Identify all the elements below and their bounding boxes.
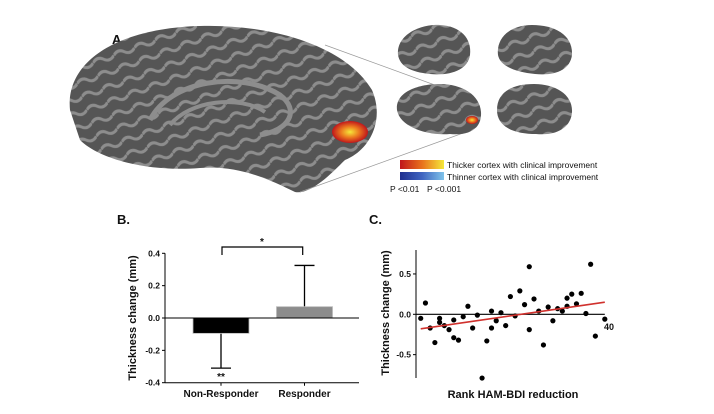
x-tick-label: 40 (604, 322, 614, 332)
data-point (451, 335, 457, 341)
y-tick-label: -0.2 (145, 345, 160, 355)
data-point (602, 316, 608, 322)
legend-p-high: P <0.001 (427, 184, 461, 194)
data-point (437, 315, 443, 321)
data-point (498, 310, 504, 316)
data-point (526, 264, 532, 270)
data-point (422, 300, 429, 306)
data-point (521, 302, 528, 308)
scatter-xlabel: Rank HAM-BDI reduction (448, 389, 579, 401)
y-tick-label: -0.4 (145, 378, 160, 388)
data-point (474, 312, 480, 318)
data-point (592, 333, 598, 339)
legend-p-low: P <0.01 (390, 184, 420, 194)
data-point (493, 318, 499, 324)
data-point (517, 288, 523, 294)
bar-non-responder (192, 317, 250, 334)
zoom-line-bottom (299, 131, 467, 193)
bar-chart: 0.4 0.2 0.0 -0.2 -0.4 Non-Responder Responder *… (145, 237, 359, 400)
thicker-colorbar (400, 160, 444, 169)
data-point (588, 261, 594, 267)
bracket-star: * (260, 237, 264, 248)
legend-thinner: Thinner cortex with clinical improvement (447, 172, 599, 182)
data-point (488, 308, 495, 314)
panel-b-label: B. (117, 212, 130, 227)
small-brain-lateral-left (397, 24, 471, 75)
non-responder-stars: ** (217, 372, 225, 383)
data-point (470, 325, 476, 331)
y-tick-label: 0.5 (399, 269, 411, 279)
data-point (460, 314, 466, 320)
small-brain-lateral-right (497, 25, 573, 75)
data-point (432, 339, 438, 346)
large-medial-brain (69, 25, 377, 193)
y-tick-label: -0.5 (396, 350, 411, 360)
data-point (564, 295, 570, 301)
scatter-ylabel: Thickness change (mm) (380, 250, 392, 376)
data-point (569, 291, 575, 297)
category-label: Non-Responder (184, 389, 259, 400)
scatter-chart: 0.5 0.0 -0.5 40 (396, 250, 614, 381)
data-point (446, 327, 452, 333)
y-tick-label: 0.4 (148, 248, 160, 258)
small-brain-medial-right (497, 84, 573, 135)
regression-line (420, 301, 605, 330)
data-point (465, 303, 471, 309)
data-point (540, 342, 547, 348)
data-point (488, 325, 495, 331)
data-point (583, 310, 589, 317)
data-point (559, 308, 565, 314)
y-tick-label: 0.2 (148, 281, 160, 291)
data-point (479, 375, 485, 381)
data-point (550, 318, 556, 324)
data-point (451, 317, 457, 323)
y-tick-label: 0.0 (148, 313, 160, 323)
data-point (437, 319, 443, 325)
data-point (455, 337, 462, 343)
data-point (531, 296, 537, 302)
significance-bracket (221, 246, 304, 255)
panel-c-label: C. (369, 212, 382, 227)
data-point (507, 293, 513, 300)
data-point (578, 290, 584, 296)
data-point (503, 322, 509, 329)
data-point (545, 304, 551, 310)
data-point (526, 327, 532, 333)
cluster-blob (332, 121, 368, 143)
legend-thicker: Thicker cortex with clinical improvement (447, 160, 598, 170)
data-point (418, 315, 424, 321)
y-tick-label: 0.0 (399, 309, 411, 319)
data-point (573, 301, 580, 307)
data-point (484, 338, 490, 344)
small-brain-medial-left (396, 84, 482, 135)
bar-ylabel: Thickness change (mm) (127, 255, 139, 381)
category-label: Responder (278, 389, 330, 400)
thinner-colorbar (400, 172, 444, 180)
bar-responder (276, 306, 333, 319)
